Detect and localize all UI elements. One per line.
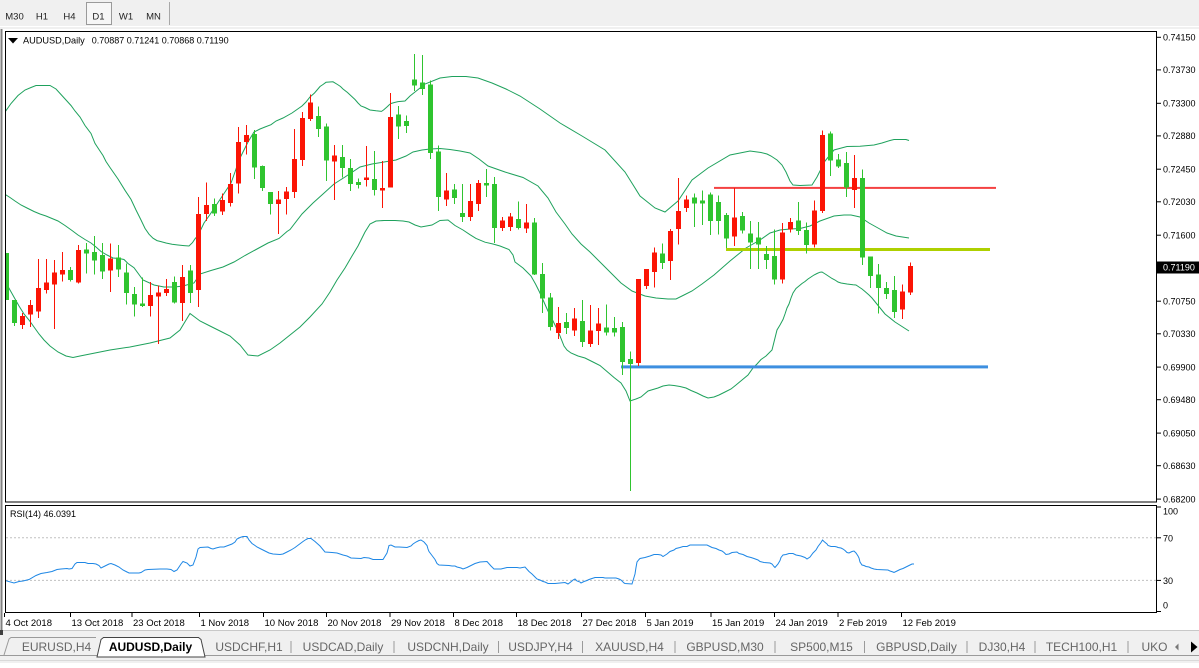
svg-text:0.68200: 0.68200 xyxy=(1163,494,1196,504)
svg-text:27 Dec 2018: 27 Dec 2018 xyxy=(583,618,637,629)
svg-text:30: 30 xyxy=(1163,576,1173,586)
svg-text:0.74150: 0.74150 xyxy=(1163,33,1196,43)
svg-text:24 Jan 2019: 24 Jan 2019 xyxy=(776,618,828,629)
svg-text:SP500,M15: SP500,M15 xyxy=(790,640,853,654)
svg-text:XAUUSD,H4: XAUUSD,H4 xyxy=(595,640,664,654)
svg-text:100: 100 xyxy=(1163,507,1178,517)
svg-text:0.73730: 0.73730 xyxy=(1163,65,1196,75)
svg-text:4 Oct 2018: 4 Oct 2018 xyxy=(6,618,52,629)
svg-text:0.70750: 0.70750 xyxy=(1163,296,1196,306)
svg-text:AUDUSD,Daily: AUDUSD,Daily xyxy=(109,640,193,654)
svg-text:0.69050: 0.69050 xyxy=(1163,428,1196,438)
svg-text:MN: MN xyxy=(146,12,161,23)
svg-text:0.72880: 0.72880 xyxy=(1163,131,1196,141)
svg-text:USDJPY,H4: USDJPY,H4 xyxy=(508,640,573,654)
svg-text:8 Dec 2018: 8 Dec 2018 xyxy=(455,618,504,629)
svg-text:0.73300: 0.73300 xyxy=(1163,99,1196,109)
svg-text:EURUSD,H4: EURUSD,H4 xyxy=(22,640,92,654)
svg-text:H4: H4 xyxy=(63,12,75,23)
svg-text:W1: W1 xyxy=(119,12,133,23)
svg-text:18 Dec 2018: 18 Dec 2018 xyxy=(518,618,572,629)
svg-text:0.70887 0.71241 0.70868 0.7119: 0.70887 0.71241 0.70868 0.71190 xyxy=(92,36,229,46)
svg-text:0.70330: 0.70330 xyxy=(1163,329,1196,339)
svg-text:13 Oct 2018: 13 Oct 2018 xyxy=(72,618,124,629)
svg-text:20 Nov 2018: 20 Nov 2018 xyxy=(328,618,382,629)
svg-text:RSI(14) 46.0391: RSI(14) 46.0391 xyxy=(10,509,76,519)
svg-text:23 Oct 2018: 23 Oct 2018 xyxy=(133,618,185,629)
svg-text:USDCHF,H1: USDCHF,H1 xyxy=(215,640,283,654)
svg-text:0.71190: 0.71190 xyxy=(1163,263,1195,273)
svg-text:0.69480: 0.69480 xyxy=(1163,395,1196,405)
svg-text:12 Feb 2019: 12 Feb 2019 xyxy=(903,618,956,629)
svg-text:0.72450: 0.72450 xyxy=(1163,164,1196,174)
svg-text:1 Nov 2018: 1 Nov 2018 xyxy=(201,618,250,629)
svg-text:10 Nov 2018: 10 Nov 2018 xyxy=(265,618,319,629)
svg-text:USDCAD,Daily: USDCAD,Daily xyxy=(303,640,384,654)
svg-text:TECH100,H1: TECH100,H1 xyxy=(1046,640,1118,654)
svg-text:USDCNH,Daily: USDCNH,Daily xyxy=(407,640,488,654)
svg-text:15 Jan 2019: 15 Jan 2019 xyxy=(712,618,764,629)
svg-text:D1: D1 xyxy=(92,12,104,23)
svg-text:AUDUSD,Daily: AUDUSD,Daily xyxy=(23,36,85,46)
svg-text:UKO: UKO xyxy=(1141,640,1167,654)
svg-text:5 Jan 2019: 5 Jan 2019 xyxy=(647,618,694,629)
svg-text:GBPUSD,Daily: GBPUSD,Daily xyxy=(876,640,957,654)
svg-text:0.68630: 0.68630 xyxy=(1163,461,1196,471)
svg-text:GBPUSD,M30: GBPUSD,M30 xyxy=(686,640,764,654)
svg-text:0.71600: 0.71600 xyxy=(1163,230,1196,240)
svg-text:H1: H1 xyxy=(36,12,48,23)
svg-text:0.72030: 0.72030 xyxy=(1163,197,1196,207)
svg-text:DJ30,H4: DJ30,H4 xyxy=(979,640,1026,654)
svg-text:0: 0 xyxy=(1163,601,1168,611)
svg-text:M30: M30 xyxy=(5,12,23,23)
svg-text:0.69900: 0.69900 xyxy=(1163,362,1196,372)
svg-text:2 Feb 2019: 2 Feb 2019 xyxy=(839,618,887,629)
svg-text:29 Nov 2018: 29 Nov 2018 xyxy=(391,618,445,629)
svg-text:70: 70 xyxy=(1163,533,1173,543)
